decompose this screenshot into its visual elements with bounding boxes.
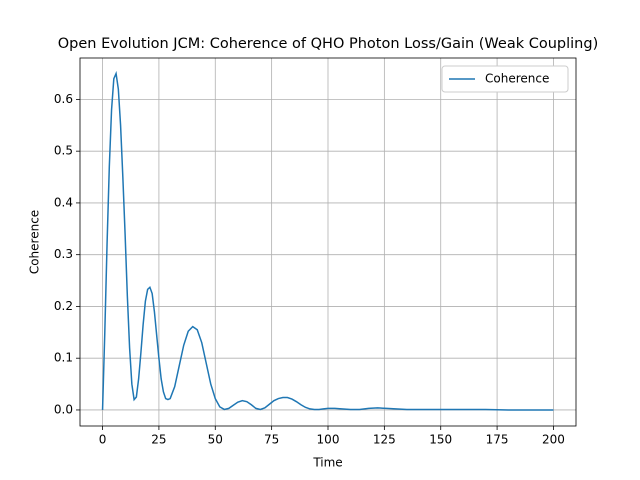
x-tick-label: 150	[429, 433, 452, 447]
plot-frame	[79, 57, 577, 427]
x-tick-label: 125	[373, 433, 396, 447]
legend-label: Coherence	[485, 72, 549, 86]
x-axis-label: Time	[312, 456, 342, 470]
x-tick-label: 100	[317, 433, 340, 447]
legend-box	[441, 65, 569, 93]
y-tick-label: 0.5	[54, 144, 73, 158]
y-tick-label: 0.0	[54, 402, 73, 416]
x-tick-label: 75	[264, 433, 279, 447]
x-tick-label: 0	[99, 433, 107, 447]
x-tick-label: 175	[486, 433, 509, 447]
x-tick-label: 50	[208, 433, 223, 447]
y-tick-label: 0.3	[54, 247, 73, 261]
x-tick-label: 200	[542, 433, 565, 447]
chart-title: Open Evolution JCM: Coherence of QHO Pho…	[58, 36, 599, 52]
y-tick-label: 0.6	[54, 92, 73, 106]
y-tick-label: 0.2	[54, 299, 73, 313]
data-line	[101, 70, 554, 411]
y-tick-label: 0.4	[54, 195, 73, 209]
x-tick-label: 25	[151, 433, 166, 447]
y-axis-label: Coherence	[28, 210, 42, 274]
y-tick-label: 0.1	[54, 351, 73, 365]
